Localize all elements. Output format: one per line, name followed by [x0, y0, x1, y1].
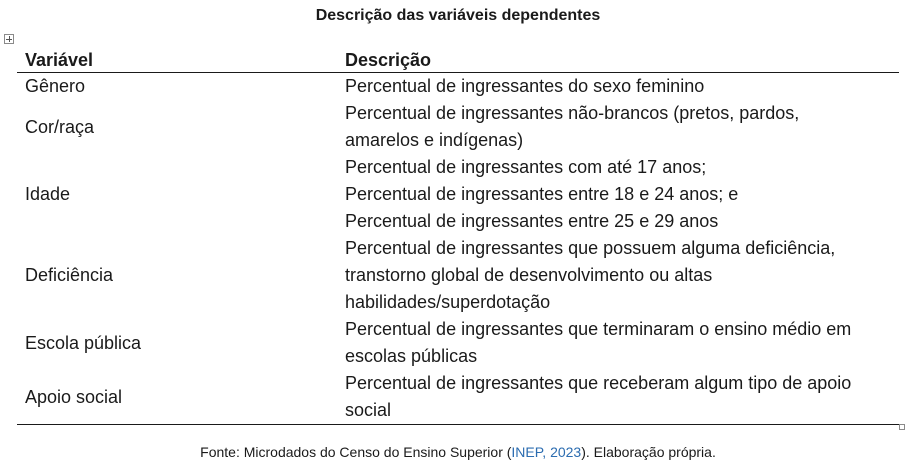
- description-line: Percentual de ingressantes que receberam…: [345, 373, 852, 393]
- description-cell: Percentual de ingressantes que possuem a…: [337, 235, 899, 316]
- header-variable: Variável: [17, 48, 337, 73]
- description-cell: Percentual de ingressantes do sexo femin…: [337, 73, 899, 101]
- source-reference-link[interactable]: INEP, 2023: [511, 444, 582, 460]
- description-line: Percentual de ingressantes do sexo femin…: [345, 76, 705, 96]
- description-line: transtorno global de desenvolvimento ou …: [345, 265, 713, 285]
- description-line: Percentual de ingressantes que possuem a…: [345, 238, 836, 258]
- description-line: habilidades/superdotação: [345, 292, 551, 312]
- table-header-row: Variável Descrição: [17, 48, 899, 73]
- variable-cell: Escola pública: [25, 332, 142, 353]
- source-suffix: ). Elaboração própria.: [581, 444, 716, 460]
- table-row: Apoio social Percentual de ingressantes …: [17, 370, 899, 425]
- variable-cell: Cor/raça: [25, 116, 95, 137]
- variable-cell: Gênero: [25, 76, 86, 96]
- description-line: social: [345, 400, 392, 420]
- description-line: Percentual de ingressantes com até 17 an…: [345, 157, 707, 177]
- description-line: amarelos e indígenas): [345, 130, 524, 150]
- source-prefix: Fonte: Microdados do Censo do Ensino Sup…: [200, 444, 512, 460]
- source-note: Fonte: Microdados do Censo do Ensino Sup…: [0, 442, 912, 462]
- variables-table: Variável Descrição Gênero Percentual de …: [17, 48, 899, 425]
- description-cell: Percentual de ingressantes com até 17 an…: [337, 154, 899, 235]
- description-cell: Percentual de ingressantes não-brancos (…: [337, 100, 899, 154]
- description-cell: Percentual de ingressantes que terminara…: [337, 316, 899, 370]
- variable-cell: Apoio social: [17, 370, 337, 425]
- description-line: Percentual de ingressantes entre 25 e 29…: [345, 211, 719, 231]
- table-caption: Descrição das variáveis dependentes: [315, 7, 601, 24]
- table-row: Deficiência Percentual de ingressantes q…: [17, 235, 899, 316]
- description-line: escolas públicas: [345, 346, 478, 366]
- table-move-handle-icon[interactable]: [4, 34, 14, 44]
- table-row: Cor/raça Percentual de ingressantes não-…: [17, 100, 899, 154]
- description-line: Percentual de ingressantes entre 18 e 24…: [345, 184, 739, 204]
- table-row: Idade Percentual de ingressantes com até…: [17, 154, 899, 235]
- description-cell: Percentual de ingressantes que receberam…: [337, 370, 899, 425]
- description-line: Percentual de ingressantes não-brancos (…: [345, 103, 800, 123]
- table-resize-handle-icon[interactable]: [899, 424, 905, 430]
- table-row: Gênero Percentual de ingressantes do sex…: [17, 73, 899, 101]
- variable-cell: Deficiência: [25, 265, 114, 285]
- table-row: Escola pública Percentual de ingressante…: [17, 316, 899, 370]
- description-line: Percentual de ingressantes que terminara…: [345, 319, 852, 339]
- variable-cell: Idade: [25, 184, 71, 204]
- header-description: Descrição: [337, 48, 899, 73]
